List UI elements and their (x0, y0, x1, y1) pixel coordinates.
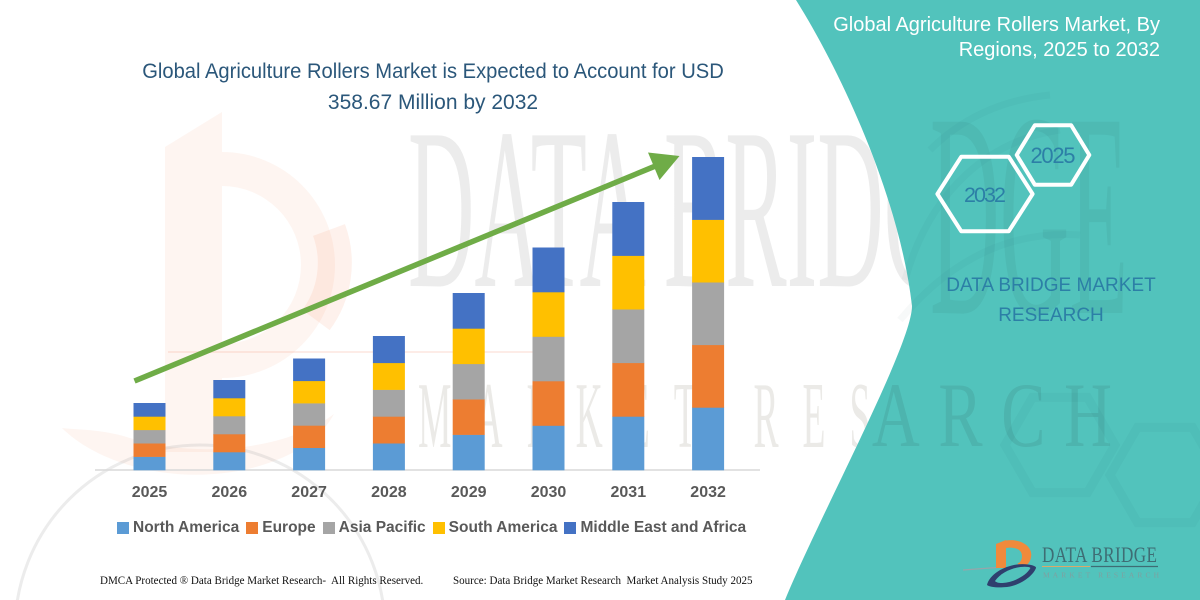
svg-text:MARKET RESEARCH: MARKET RESEARCH (1043, 571, 1162, 580)
svg-text:DATA BRIDGE: DATA BRIDGE (1042, 543, 1157, 568)
svg-text:2032: 2032 (964, 183, 1006, 207)
svg-text:2025: 2025 (1031, 143, 1076, 168)
